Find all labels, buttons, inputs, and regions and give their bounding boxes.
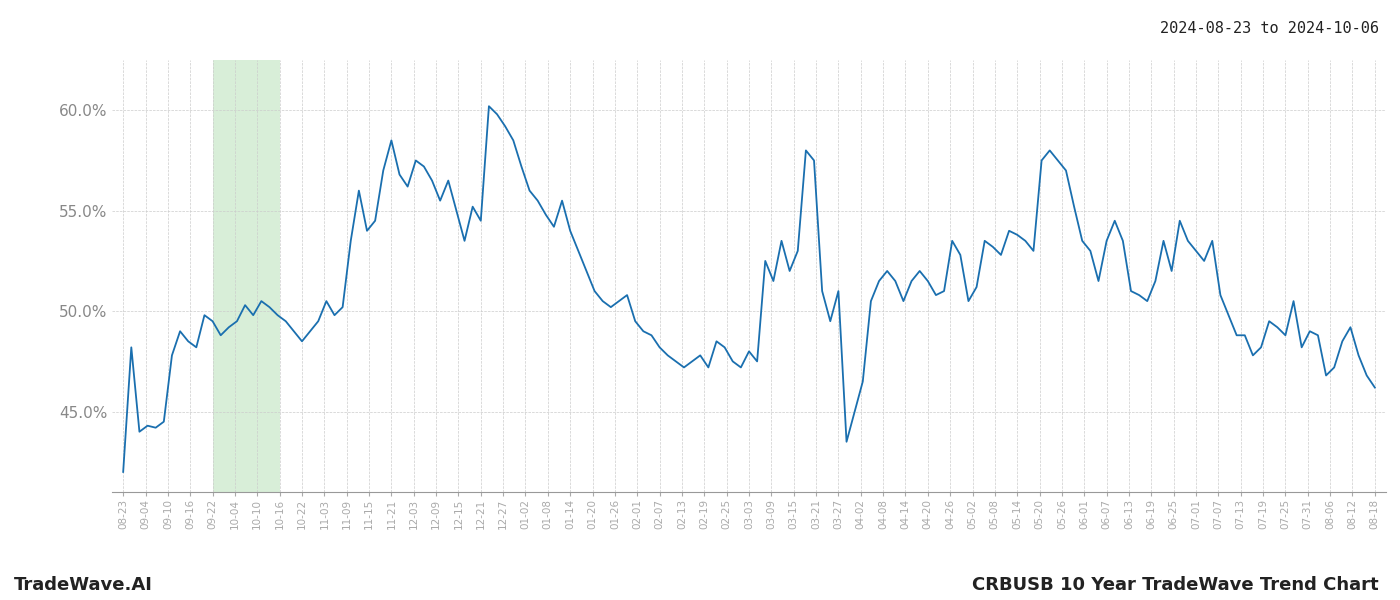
Text: CRBUSB 10 Year TradeWave Trend Chart: CRBUSB 10 Year TradeWave Trend Chart	[973, 576, 1379, 594]
Bar	[213, 60, 280, 492]
Text: TradeWave.AI: TradeWave.AI	[14, 576, 153, 594]
Text: 2024-08-23 to 2024-10-06: 2024-08-23 to 2024-10-06	[1161, 21, 1379, 36]
